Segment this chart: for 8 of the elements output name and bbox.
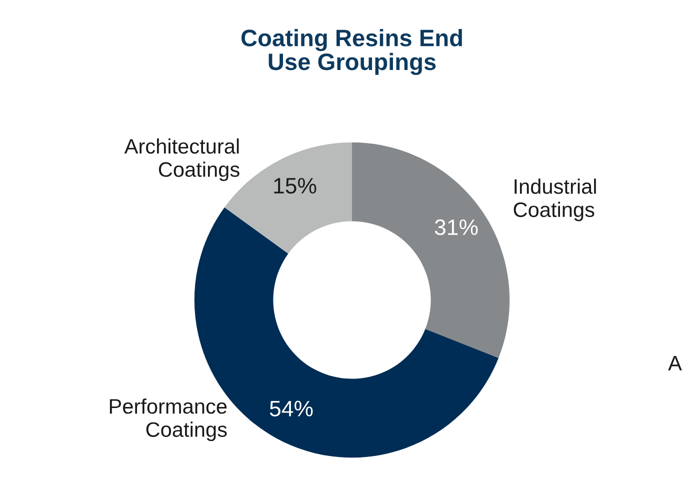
chart-title: Coating Resins End Use Groupings — [241, 29, 462, 75]
slice-label: Architectural Coatings — [124, 138, 240, 182]
data-label: 31% — [434, 219, 478, 236]
text: A — [668, 356, 682, 370]
data-label: 54% — [270, 400, 313, 416]
data-label: 15% — [274, 178, 316, 194]
slice-label: Performance Coatings — [110, 398, 227, 442]
slice-label: Industrial Coatings — [514, 178, 596, 222]
